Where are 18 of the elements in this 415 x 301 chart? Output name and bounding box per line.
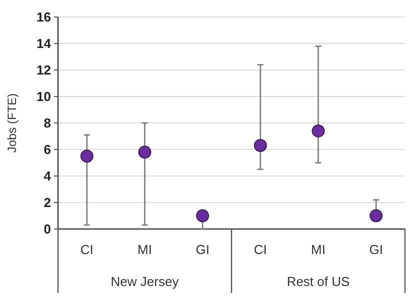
y-tick-label: 2: [44, 195, 51, 210]
y-tick-label: 0: [44, 222, 51, 237]
y-axis-title: Jobs (FTE): [5, 93, 19, 153]
y-tick-label: 6: [44, 142, 51, 158]
y-tick-label: 4: [44, 168, 52, 184]
x-tick-label: MI: [138, 242, 152, 257]
x-tick-label: GI: [369, 242, 383, 257]
x-tick-label: MI: [311, 242, 326, 257]
text: Rest of US: [286, 274, 350, 289]
y-tick-label: 12: [36, 62, 51, 78]
text: New Jersey: [110, 274, 180, 289]
y-tick-label: 16: [36, 10, 51, 25]
x-tick-label: CI: [80, 242, 94, 257]
x-tick-label: CI: [254, 242, 267, 257]
y-tick-label: 8: [44, 116, 51, 131]
x-tick-label: GI: [196, 242, 210, 257]
y-tick-label: 14: [36, 36, 52, 52]
y-tick-label: 10: [36, 89, 51, 104]
